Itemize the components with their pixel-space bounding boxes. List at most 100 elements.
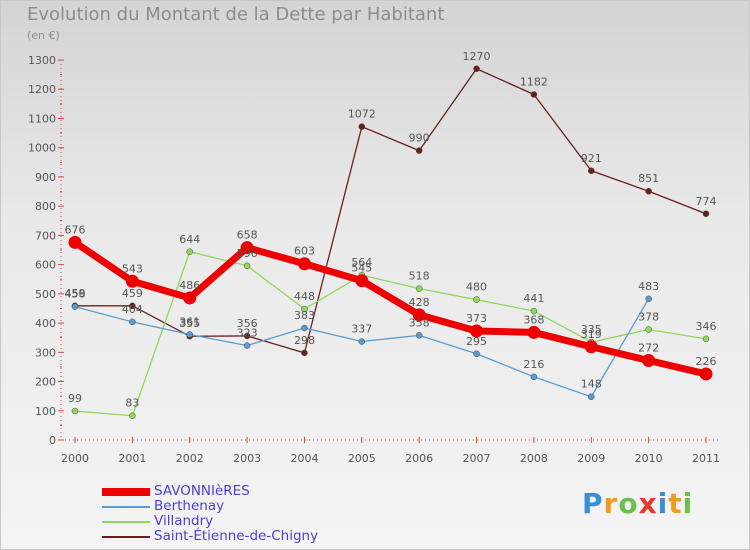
x-tick-label-2009: 2009 (577, 452, 605, 465)
y-tick-label-300: 300 (35, 346, 56, 359)
data-point-2-3 (243, 262, 251, 270)
data-point-0-3 (240, 241, 254, 255)
proxiti-logo: Proxiti (582, 487, 693, 520)
data-point-3-3 (243, 332, 251, 340)
chart-title: Evolution du Montant de la Dette par Hab… (27, 4, 445, 25)
data-label-2-0: 99 (68, 392, 82, 405)
legend-item-1: Berthenay (102, 499, 432, 514)
logo-letter: o (618, 487, 639, 520)
y-tick-label-600: 600 (35, 259, 56, 272)
x-tick-label-2000: 2000 (61, 452, 89, 465)
data-label-1-3: 323 (237, 327, 258, 340)
x-tick-label-2010: 2010 (635, 452, 663, 465)
legend-swatch-3 (102, 536, 150, 538)
data-label-0-6: 428 (409, 296, 430, 309)
data-label-2-7: 480 (466, 281, 487, 294)
legend-swatch-1 (102, 506, 150, 508)
y-tick-label-1000: 1000 (28, 142, 56, 155)
y-tick-label-0: 0 (49, 434, 56, 447)
data-point-2-2 (186, 248, 193, 256)
series-line-0 (71, 238, 710, 378)
data-point-0-10 (642, 353, 656, 367)
data-label-1-10: 483 (638, 280, 659, 293)
data-label-0-11: 226 (696, 355, 717, 368)
logo-letter: P (582, 487, 604, 520)
data-label-0-8: 368 (523, 313, 544, 326)
data-label-2-5: 564 (351, 256, 372, 269)
data-point-2-8 (530, 307, 538, 315)
legend-item-2: Villandry (102, 514, 432, 529)
data-point-3-9 (588, 167, 595, 175)
data-point-3-6 (415, 147, 423, 154)
data-label-0-0: 676 (65, 223, 86, 236)
x-tick-label-2006: 2006 (405, 452, 433, 465)
data-point-3-4 (301, 349, 308, 357)
legend: SAVONNIèRES Berthenay Villandry Saint-Étien… (102, 484, 432, 544)
y-tick-label-900: 900 (35, 171, 56, 184)
logo-letter: t (668, 487, 683, 520)
data-label-1-1: 404 (122, 303, 143, 316)
data-label-1-8: 216 (523, 358, 544, 371)
legend-swatch-0 (102, 488, 150, 496)
legend-label-0: SAVONNIèRES (154, 483, 250, 499)
x-tick-label-2001: 2001 (118, 452, 146, 465)
x-tick-label-2011: 2011 (692, 452, 720, 465)
data-label-3-4: 298 (294, 334, 315, 347)
y-tick-label-1300: 1300 (28, 54, 56, 67)
legend-label-3: Saint-Étienne-de-Chigny (154, 528, 319, 544)
x-tick-label-2007: 2007 (463, 452, 491, 465)
data-label-0-5: 545 (351, 262, 372, 275)
data-label-1-9: 148 (581, 378, 602, 391)
data-label-3-3: 356 (237, 317, 258, 330)
data-label-3-10: 851 (638, 172, 659, 185)
legend-item-0: SAVONNIèRES (102, 484, 432, 499)
data-label-3-8: 1182 (520, 75, 548, 88)
data-point-1-1 (129, 318, 136, 326)
data-point-0-7 (470, 324, 484, 338)
data-label-2-4: 448 (294, 290, 315, 303)
data-point-0-4 (297, 257, 311, 271)
data-label-3-5: 1072 (348, 108, 376, 121)
legend-swatch-2 (102, 521, 150, 523)
y-tick-label-200: 200 (35, 376, 56, 389)
y-tick-label-400: 400 (35, 317, 56, 330)
data-point-2-10 (645, 326, 652, 333)
data-label-2-1: 83 (125, 397, 139, 410)
data-label-1-2: 361 (179, 315, 200, 328)
data-label-0-2: 486 (179, 279, 200, 292)
data-label-2-2: 644 (179, 233, 200, 246)
data-point-3-8 (530, 91, 538, 98)
logo-letter: i (682, 487, 694, 520)
logo-letter: r (603, 487, 619, 520)
x-tick-label-2002: 2002 (176, 452, 204, 465)
data-label-0-1: 543 (122, 262, 143, 275)
data-point-0-1 (125, 274, 139, 288)
data-point-0-0 (68, 235, 82, 249)
legend-label-2: Villandry (154, 513, 214, 529)
data-label-2-3: 596 (237, 247, 258, 260)
data-label-2-6: 518 (409, 270, 430, 283)
data-point-1-9 (588, 393, 595, 400)
data-point-3-10 (645, 187, 652, 195)
data-point-3-1 (129, 302, 136, 310)
data-point-2-4 (301, 305, 308, 313)
data-point-0-11 (699, 367, 713, 381)
data-point-1-0 (71, 303, 79, 310)
data-label-2-9: 335 (581, 323, 602, 336)
data-label-0-10: 272 (638, 341, 659, 354)
series-line-1 (74, 298, 650, 398)
data-label-3-7: 1270 (463, 50, 491, 63)
data-label-1-5: 337 (351, 322, 372, 335)
data-point-1-7 (473, 350, 480, 358)
data-point-0-5 (355, 274, 369, 288)
data-point-1-5 (358, 338, 366, 345)
logo-letter: i (657, 487, 669, 520)
data-label-1-4: 383 (294, 309, 315, 322)
data-point-3-7 (473, 65, 480, 73)
x-tick-label-2008: 2008 (520, 452, 548, 465)
x-tick-label-2003: 2003 (233, 452, 261, 465)
data-point-1-3 (243, 342, 251, 349)
series-line-2 (74, 251, 707, 417)
data-point-2-7 (473, 296, 480, 303)
